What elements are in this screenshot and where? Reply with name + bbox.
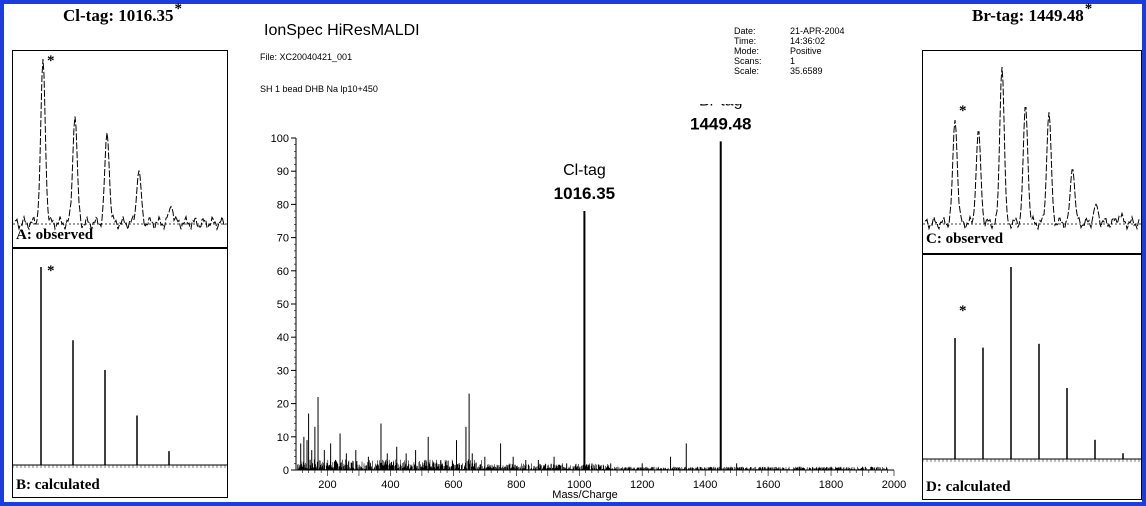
y-tick-label: 10 bbox=[277, 432, 289, 444]
y-tick-label: 90 bbox=[277, 166, 289, 178]
meta-scans-key: Scans: bbox=[734, 56, 762, 66]
sample-description: SH 1 bead DHB Na lp10+450 bbox=[260, 84, 378, 94]
y-tick-label: 40 bbox=[277, 332, 289, 344]
peak-annotation-value: 1016.35 bbox=[554, 184, 615, 203]
x-tick-label: 200 bbox=[318, 479, 336, 491]
y-tick-label: 100 bbox=[271, 133, 289, 145]
x-tick-label: 1400 bbox=[693, 479, 717, 491]
panel-c-label: C: observed bbox=[926, 231, 1004, 247]
y-tick-label: 80 bbox=[277, 199, 289, 211]
x-tick-label: 400 bbox=[381, 479, 399, 491]
panel-d-plot bbox=[922, 267, 1141, 462]
y-tick-label: 20 bbox=[277, 399, 289, 411]
panel-c-plot bbox=[923, 66, 1141, 231]
right-title-star: * bbox=[1084, 1, 1093, 17]
panel-b-label: B: calculated bbox=[16, 477, 100, 493]
x-tick-label: 1600 bbox=[756, 479, 780, 491]
left-title-text: Cl-tag: 1016.35 bbox=[63, 6, 174, 25]
meta-mode-key: Mode: bbox=[734, 46, 760, 56]
panel-d-star: * bbox=[959, 303, 967, 319]
meta-mode-value: Positive bbox=[790, 46, 822, 56]
left-title: Cl-tag: 1016.35* bbox=[63, 1, 182, 26]
x-tick-label: 600 bbox=[444, 479, 462, 491]
y-tick-label: 70 bbox=[277, 233, 289, 245]
right-title: Br-tag: 1449.48* bbox=[972, 1, 1092, 26]
baseline-noise bbox=[297, 459, 888, 470]
x-tick-label: 1800 bbox=[819, 479, 843, 491]
y-tick-label: 60 bbox=[277, 266, 289, 278]
y-tick-label: 30 bbox=[277, 365, 289, 377]
peak-annotation-value: 1449.48 bbox=[690, 114, 751, 133]
panel-d-label: D: calculated bbox=[926, 479, 1011, 495]
x-tick-label: 800 bbox=[507, 479, 525, 491]
panel-a: * A: observed bbox=[12, 50, 228, 248]
instrument-name: IonSpec HiResMALDI bbox=[264, 22, 420, 39]
panel-c: * C: observed bbox=[922, 50, 1142, 254]
panel-a-star: * bbox=[47, 53, 55, 69]
meta-scale-key: Scale: bbox=[734, 66, 760, 76]
figure-frame: Cl-tag: 1016.35* * A: observed * B: calc… bbox=[4, 1, 1142, 502]
peak-annotation-label: Br-tag bbox=[699, 104, 743, 109]
panel-a-plot bbox=[13, 58, 227, 232]
main-spectrum-plot: 0 10 20 30 40 50 60 70 80 90 100 200 400 600 800 1000 12… bbox=[271, 104, 907, 501]
panel-b: * B: calculated bbox=[12, 248, 228, 498]
left-title-star: * bbox=[174, 1, 182, 17]
file-name: File: XC20040421_001 bbox=[260, 52, 353, 62]
meta-time-key: Time: bbox=[734, 36, 757, 46]
y-tick-label: 50 bbox=[277, 299, 289, 311]
meta-time-value: 14:36:02 bbox=[790, 36, 826, 46]
meta-scans-value: 1 bbox=[790, 56, 796, 66]
meta-scale-value: 35.6589 bbox=[790, 66, 823, 76]
x-tick-label: 1000 bbox=[567, 479, 591, 491]
x-axis-label: Mass/Charge bbox=[552, 489, 617, 501]
meta-date-key: Date: bbox=[734, 26, 756, 36]
panel-c-star: * bbox=[959, 103, 967, 119]
panel-b-star: * bbox=[47, 263, 55, 279]
y-tick-label: 0 bbox=[283, 465, 289, 477]
x-tick-label: 1200 bbox=[630, 479, 654, 491]
meta-date-value: 21-APR-2004 bbox=[790, 26, 845, 36]
panel-a-label: A: observed bbox=[16, 227, 94, 243]
peak-annotation-label: Cl-tag bbox=[563, 162, 606, 179]
observed-trace bbox=[14, 58, 226, 232]
observed-trace bbox=[924, 66, 1140, 231]
panel-d: * D: calculated bbox=[922, 254, 1142, 500]
x-tick-label: 2000 bbox=[882, 479, 906, 491]
panel-b-plot bbox=[12, 267, 227, 468]
right-title-text: Br-tag: 1449.48 bbox=[972, 6, 1084, 25]
